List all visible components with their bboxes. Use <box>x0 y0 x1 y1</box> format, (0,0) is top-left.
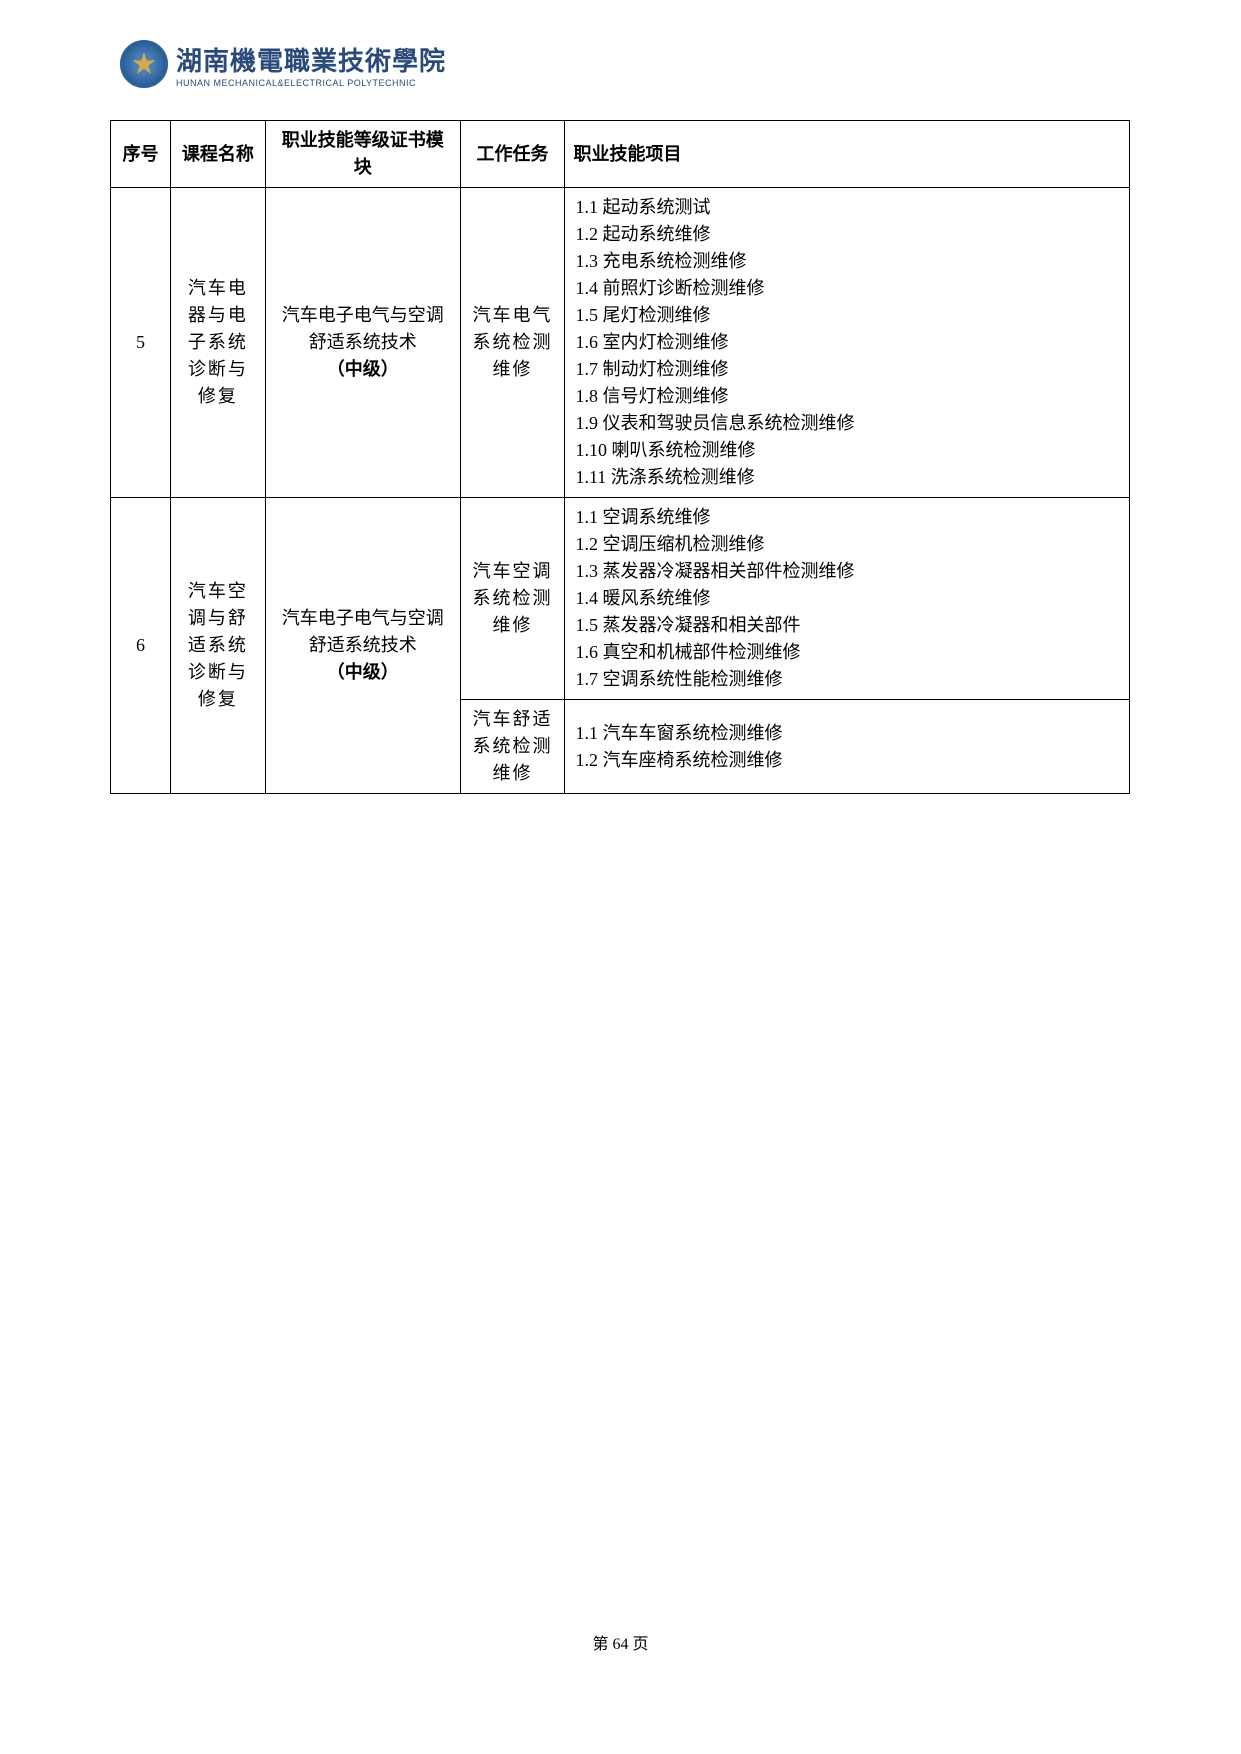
header-module: 职业技能等级证书模块 <box>265 121 460 188</box>
item-line: 1.6 真空和机械部件检测维修 <box>575 639 1121 666</box>
item-line: 1.6 室内灯检测维修 <box>575 329 1121 356</box>
item-line: 1.2 汽车座椅系统检测维修 <box>575 747 1121 774</box>
footer-num: 64 <box>613 1636 629 1653</box>
table-row: 6 汽车空调与舒适系统诊断与修复 汽车电子电气与空调舒适系统技术（中级） 汽车空… <box>111 498 1130 700</box>
item-line: 1.3 蒸发器冷凝器相关部件检测维修 <box>575 558 1121 585</box>
logo-icon <box>120 40 168 88</box>
cell-task: 汽车空调系统检测维修 <box>460 498 565 700</box>
module-bold: （中级） <box>327 359 399 379</box>
content-area: 序号 课程名称 职业技能等级证书模块 工作任务 职业技能项目 5 汽车电器与电子… <box>110 120 1130 794</box>
cell-task: 汽车电气系统检测维修 <box>460 188 565 498</box>
item-line: 1.11 洗涤系统检测维修 <box>575 464 1121 491</box>
cell-module: 汽车电子电气与空调舒适系统技术 （中级） <box>265 498 460 794</box>
header-course: 课程名称 <box>170 121 265 188</box>
item-line: 1.5 蒸发器冷凝器和相关部件 <box>575 612 1121 639</box>
item-line: 1.2 起动系统维修 <box>575 221 1121 248</box>
item-line: 1.10 喇叭系统检测维修 <box>575 437 1121 464</box>
logo-cn: 湖南機電職業技術學院 <box>176 41 446 78</box>
header-seq: 序号 <box>111 121 171 188</box>
item-line: 1.5 尾灯检测维修 <box>575 302 1121 329</box>
item-line: 1.1 空调系统维修 <box>575 504 1121 531</box>
table-header-row: 序号 课程名称 职业技能等级证书模块 工作任务 职业技能项目 <box>111 121 1130 188</box>
logo-text: 湖南機電職業技術學院 HUNAN MECHANICAL&ELECTRICAL P… <box>176 41 446 88</box>
item-line: 1.7 制动灯检测维修 <box>575 356 1121 383</box>
document-header: 湖南機電職業技術學院 HUNAN MECHANICAL&ELECTRICAL P… <box>120 40 446 88</box>
item-line: 1.1 起动系统测试 <box>575 194 1121 221</box>
table-row: 5 汽车电器与电子系统诊断与修复 汽车电子电气与空调舒适系统技术 （中级） 汽车电… <box>111 188 1130 498</box>
cell-items: 1.1 起动系统测试 1.2 起动系统维修 1.3 充电系统检测维修 1.4 前… <box>565 188 1130 498</box>
cell-items: 1.1 汽车车窗系统检测维修 1.2 汽车座椅系统检测维修 <box>565 700 1130 794</box>
cell-seq: 5 <box>111 188 171 498</box>
cell-items: 1.1 空调系统维修 1.2 空调压缩机检测维修 1.3 蒸发器冷凝器相关部件检… <box>565 498 1130 700</box>
module-pre: 汽车电子电气与空调舒适系统技术 <box>282 305 444 352</box>
cell-module: 汽车电子电气与空调舒适系统技术 （中级） <box>265 188 460 498</box>
item-line: 1.1 汽车车窗系统检测维修 <box>575 720 1121 747</box>
module-bold: （中级） <box>327 662 399 682</box>
logo-en: HUNAN MECHANICAL&ELECTRICAL POLYTECHNIC <box>176 78 446 88</box>
item-line: 1.4 前照灯诊断检测维修 <box>575 275 1121 302</box>
cell-seq: 6 <box>111 498 171 794</box>
header-task: 工作任务 <box>460 121 565 188</box>
cell-task: 汽车舒适系统检测维修 <box>460 700 565 794</box>
header-items: 职业技能项目 <box>565 121 1130 188</box>
item-line: 1.3 充电系统检测维修 <box>575 248 1121 275</box>
cell-course: 汽车空调与舒适系统诊断与修复 <box>170 498 265 794</box>
item-line: 1.9 仪表和驾驶员信息系统检测维修 <box>575 410 1121 437</box>
footer-pre: 第 <box>592 1636 612 1653</box>
item-line: 1.8 信号灯检测维修 <box>575 383 1121 410</box>
item-line: 1.2 空调压缩机检测维修 <box>575 531 1121 558</box>
footer-post: 页 <box>629 1636 649 1653</box>
page-footer: 第 64 页 <box>0 1630 1241 1654</box>
skills-table: 序号 课程名称 职业技能等级证书模块 工作任务 职业技能项目 5 汽车电器与电子… <box>110 120 1130 794</box>
module-pre: 汽车电子电气与空调舒适系统技术 <box>282 608 444 655</box>
item-line: 1.7 空调系统性能检测维修 <box>575 666 1121 693</box>
item-line: 1.4 暖风系统维修 <box>575 585 1121 612</box>
cell-course: 汽车电器与电子系统诊断与修复 <box>170 188 265 498</box>
